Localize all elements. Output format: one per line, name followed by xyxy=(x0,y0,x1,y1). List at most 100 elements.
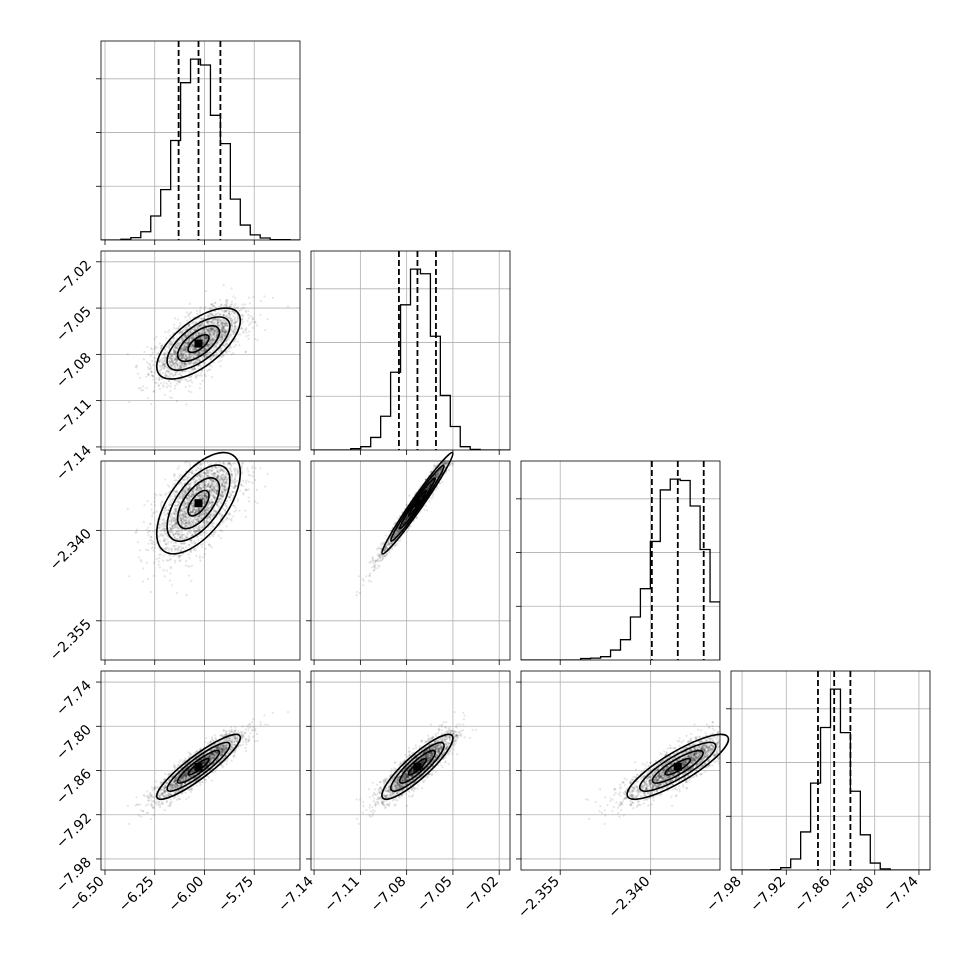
sample-point xyxy=(207,483,210,486)
sample-point xyxy=(194,518,197,522)
sample-point xyxy=(224,322,227,325)
sample-point xyxy=(224,331,227,334)
sample-point xyxy=(141,388,145,392)
sample-point xyxy=(198,486,201,490)
sample-point xyxy=(204,375,207,378)
sample-point xyxy=(180,366,183,369)
sample-point xyxy=(196,359,199,362)
sample-point xyxy=(207,326,211,330)
sample-point xyxy=(230,317,233,320)
sample-point xyxy=(182,349,185,352)
sample-point xyxy=(224,340,227,344)
sample-point xyxy=(169,364,173,367)
sample-point xyxy=(169,385,172,388)
sample-point xyxy=(205,330,208,334)
sample-point xyxy=(187,339,190,342)
sample-point xyxy=(176,364,179,368)
sample-point xyxy=(161,343,164,346)
sample-point xyxy=(206,329,210,332)
sample-point xyxy=(185,341,188,344)
sample-point xyxy=(202,324,205,327)
sample-point xyxy=(191,345,195,348)
sample-point xyxy=(177,342,181,345)
sample-point xyxy=(247,455,249,457)
sample-point xyxy=(213,482,216,485)
sample-point xyxy=(228,314,231,318)
sample-point xyxy=(211,327,214,330)
sample-point xyxy=(212,333,216,336)
sample-point xyxy=(201,329,204,333)
sample-point xyxy=(225,343,229,346)
sample-point xyxy=(191,501,194,504)
sample-point xyxy=(259,299,262,303)
sample-point xyxy=(200,546,204,549)
sample-point xyxy=(230,490,234,493)
sample-point xyxy=(238,454,240,456)
sample-point xyxy=(194,361,197,364)
sample-point xyxy=(209,486,212,489)
sample-point xyxy=(190,336,193,340)
sample-point xyxy=(150,370,153,373)
sample-point xyxy=(192,505,195,508)
sample-point xyxy=(173,387,177,390)
sample-point xyxy=(190,391,193,394)
sample-point xyxy=(181,338,185,342)
sample-point xyxy=(221,319,225,322)
sample-point xyxy=(174,384,177,387)
sample-point xyxy=(176,534,179,538)
sample-point xyxy=(172,365,175,368)
sample-point xyxy=(208,333,211,336)
sample-point xyxy=(229,319,232,322)
sample-point xyxy=(159,553,163,556)
sample-point xyxy=(234,317,237,320)
sample-point xyxy=(248,302,252,305)
sample-point xyxy=(220,325,224,328)
sample-point xyxy=(170,364,173,367)
sample-point xyxy=(139,386,142,389)
sample-point xyxy=(207,321,210,324)
sample-point xyxy=(181,354,184,357)
sample-point xyxy=(190,356,193,359)
sample-point xyxy=(223,329,226,332)
sample-point xyxy=(149,354,152,357)
sample-point xyxy=(185,524,188,527)
sample-point xyxy=(208,333,211,336)
sample-point xyxy=(198,557,202,560)
sample-point xyxy=(146,549,150,552)
sample-point xyxy=(218,479,221,482)
sample-point xyxy=(173,479,176,482)
sample-point xyxy=(222,328,225,331)
sample-point xyxy=(241,303,244,306)
sample-point xyxy=(231,319,234,322)
sample-point xyxy=(142,567,145,570)
sample-point xyxy=(219,320,222,323)
sample-point xyxy=(224,303,228,306)
sample-point xyxy=(170,343,173,346)
sample-point xyxy=(190,490,194,493)
sample-point xyxy=(187,323,190,327)
sample-point xyxy=(220,329,224,333)
y-tick-label: −7.05 xyxy=(53,304,95,346)
sample-point xyxy=(209,323,212,326)
sample-point xyxy=(248,330,251,333)
sample-point xyxy=(152,549,155,552)
sample-point xyxy=(173,535,176,539)
sample-point xyxy=(178,363,181,366)
sample-point xyxy=(190,541,194,545)
sample-point xyxy=(226,325,229,328)
sample-point xyxy=(170,359,173,362)
sample-point xyxy=(189,356,192,359)
sample-point xyxy=(224,518,227,521)
sample-point xyxy=(201,337,204,340)
sample-point xyxy=(221,330,224,333)
sample-point xyxy=(219,322,222,325)
sample-point xyxy=(174,350,178,353)
sample-point xyxy=(180,518,183,521)
sample-point xyxy=(174,518,178,521)
sample-point xyxy=(175,379,178,383)
sample-point xyxy=(213,320,217,324)
sample-point xyxy=(213,355,216,358)
sample-point xyxy=(171,360,174,364)
sample-point xyxy=(184,534,187,538)
sample-point xyxy=(169,541,172,544)
